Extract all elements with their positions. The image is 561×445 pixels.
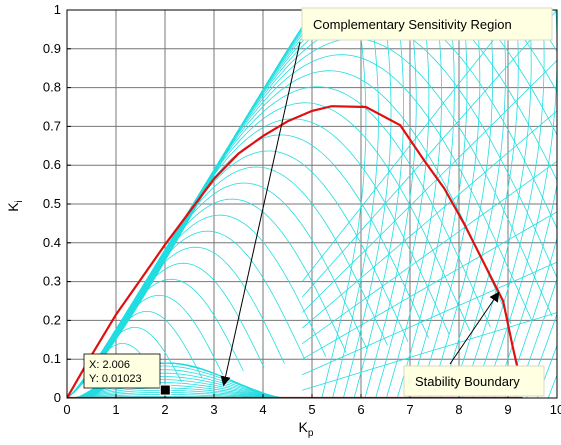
datatip-x-label: X: 2.006 xyxy=(89,359,130,371)
sensitivity-contour xyxy=(461,10,532,398)
sensitivity-contour xyxy=(504,236,557,398)
y-tick-label: 0.4 xyxy=(43,235,61,250)
sensitivity-contour xyxy=(526,312,557,398)
annotation-arrow xyxy=(449,291,500,365)
sensitivity-contour xyxy=(72,387,287,398)
sensitivity-contour xyxy=(493,182,557,398)
sensitivity-contour xyxy=(301,160,557,345)
boundary-point xyxy=(189,211,190,213)
sensitivity-contour xyxy=(67,10,557,398)
x-tick-label: 2 xyxy=(161,402,168,417)
x-tick-label: 9 xyxy=(504,402,511,417)
y-tick-label: 0.6 xyxy=(43,157,61,172)
datatip-box xyxy=(83,353,161,389)
sensitivity-contour xyxy=(71,392,287,398)
y-tick-label: 0.5 xyxy=(43,196,61,211)
sensitivity-contour xyxy=(440,10,506,398)
y-axis-label-subscript: i xyxy=(14,200,25,202)
datatip-marker[interactable] xyxy=(159,384,171,396)
y-axis-label: Ki xyxy=(5,200,25,212)
sensitivity-contour xyxy=(67,38,553,398)
x-axis-label: Kp xyxy=(299,419,314,439)
sensitivity-contour xyxy=(71,389,287,398)
annotation-box xyxy=(301,7,553,41)
boundary-point xyxy=(213,178,215,180)
annotation-label: Complementary Sensitivity Region xyxy=(313,17,512,32)
y-tick-label: 0.7 xyxy=(43,118,61,133)
x-tick-label: 4 xyxy=(259,402,266,417)
x-tick-label: 1 xyxy=(112,402,119,417)
sensitivity-contour xyxy=(73,382,286,398)
sensitivity-contour xyxy=(332,10,379,398)
annotation-box xyxy=(403,365,545,397)
boundary-point xyxy=(262,135,264,137)
boundary-point xyxy=(463,222,465,224)
sensitivity-contour xyxy=(515,277,557,398)
x-tick-label: 3 xyxy=(210,402,217,417)
boundary-point xyxy=(443,187,445,189)
sensitivity-contour xyxy=(72,384,287,398)
boundary-point xyxy=(140,279,141,281)
sensitivity-contour xyxy=(375,10,430,398)
sensitivity-contour xyxy=(407,10,468,398)
y-tick-label: 0 xyxy=(54,390,61,405)
y-tick-label: 0.1 xyxy=(43,351,61,366)
x-axis-label-subscript: p xyxy=(308,428,314,439)
annotation-label: Stability Boundary xyxy=(415,374,520,389)
sensitivity-contour xyxy=(67,10,557,398)
boundary-point xyxy=(365,106,367,108)
x-tick-label: 6 xyxy=(357,402,364,417)
boundary-point xyxy=(238,153,239,155)
sensitivity-contour xyxy=(301,10,557,298)
sensitivity-contour xyxy=(353,10,404,398)
x-tick-label: 10 xyxy=(550,402,561,417)
x-tick-label: 7 xyxy=(406,402,413,417)
sensitivity-contour xyxy=(302,261,557,376)
boundary-point xyxy=(115,314,117,316)
y-tick-label: 0.8 xyxy=(43,80,61,95)
boundary-point xyxy=(502,300,504,302)
boundary-point xyxy=(399,124,401,126)
y-tick-label: 1 xyxy=(54,2,61,17)
datatip-y-label: Y: 0.01023 xyxy=(89,373,142,385)
sensitivity-contour xyxy=(472,10,545,398)
sensitivity-contour xyxy=(321,10,367,398)
boundary-point xyxy=(311,110,313,112)
annotation-layer: Complementary Sensitivity Region Stabilit… xyxy=(83,7,553,397)
x-tick-label: 5 xyxy=(308,402,315,417)
sensitivity-contour xyxy=(302,312,557,391)
sensitivity-contour xyxy=(67,10,315,398)
sensitivity-contour xyxy=(396,10,455,398)
sensitivity-contour xyxy=(301,110,557,329)
sensitivity-contour xyxy=(67,10,557,398)
x-tick-label: 8 xyxy=(455,402,462,417)
sensitivity-contour xyxy=(364,10,417,398)
sensitivity-contour xyxy=(301,60,557,313)
boundary-point xyxy=(331,105,333,107)
sensitivity-contour xyxy=(429,10,493,398)
sensitivity-contour xyxy=(386,10,442,398)
sensitivity-contour xyxy=(301,211,557,360)
sensitivity-contour xyxy=(67,10,314,398)
boundary-point xyxy=(424,160,426,162)
annotation-arrow xyxy=(220,41,301,387)
y-tick-label: 0.3 xyxy=(43,274,61,289)
boundary-point xyxy=(483,261,484,263)
boundary-point xyxy=(287,120,288,122)
sensitivity-contour xyxy=(418,10,481,398)
boundary-point xyxy=(512,347,514,349)
y-tick-label: 0.2 xyxy=(43,312,61,327)
sensitivity-contour xyxy=(450,10,519,398)
x-tick-label: 0 xyxy=(63,402,70,417)
tick-layer: 0 1 2 3 4 5 6 7 8 9 10 0 0.1 0.2 0.3 0.4 0.5 0.6 0.7 0.8 0.9… xyxy=(43,2,561,417)
y-tick-label: 0.9 xyxy=(43,41,61,56)
boundary-point xyxy=(164,244,166,246)
